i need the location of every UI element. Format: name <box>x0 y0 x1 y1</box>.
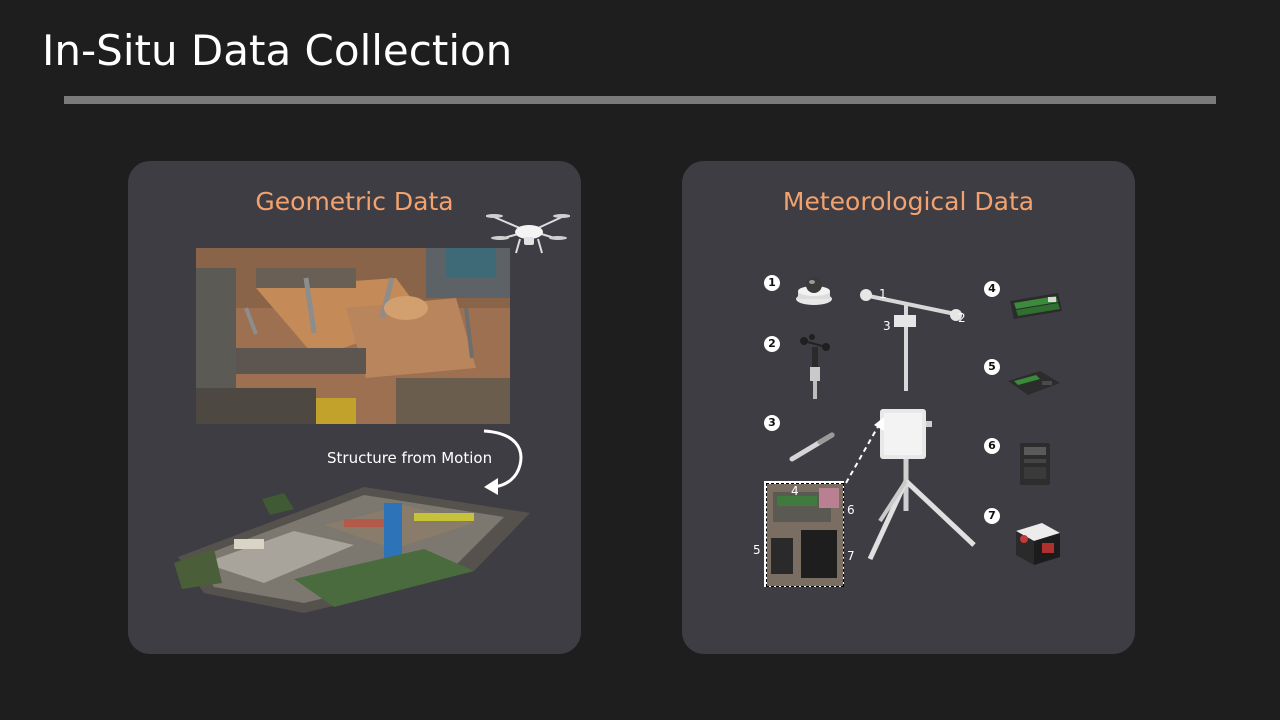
interface-module-icon <box>1008 371 1060 395</box>
structure-from-motion-label: Structure from Motion <box>327 449 493 467</box>
title-divider <box>64 96 1216 104</box>
meteorological-panel-title: Meteorological Data <box>782 187 1035 216</box>
sensor-marker-2: 2 <box>764 336 780 352</box>
slide-title: In-Situ Data Collection <box>42 26 513 75</box>
weather-station-illustration <box>860 289 976 561</box>
enclosure-inset <box>764 481 844 587</box>
pyranometer-icon <box>796 277 832 305</box>
battery-icon <box>1016 523 1060 565</box>
aerial-site-photo <box>196 248 510 424</box>
temperature-probe-icon <box>789 432 835 462</box>
anemometer-icon <box>800 334 830 399</box>
geometric-panel-title: Geometric Data <box>255 187 454 216</box>
drone-icon <box>486 214 570 254</box>
sensor-marker-7: 7 <box>984 508 1000 524</box>
sensor-marker-6: 6 <box>984 438 1000 454</box>
logger-callout-7: 7 <box>847 549 855 563</box>
curved-arrow-icon <box>483 429 523 495</box>
geometric-data-panel: Geometric Data <box>128 161 581 654</box>
sensor-marker-3: 3 <box>764 415 780 431</box>
enclosure-inset-photo <box>766 483 844 587</box>
charge-controller-icon <box>1020 443 1050 485</box>
logger-callout-5: 5 <box>753 543 761 557</box>
station-callout-1: 1 <box>879 287 887 301</box>
sensor-marker-5: 5 <box>984 359 1000 375</box>
meteorological-data-panel: Meteorological Data 1 2 3 4 5 6 7 <box>682 161 1135 654</box>
logger-callout-6: 6 <box>847 503 855 517</box>
station-callout-2: 2 <box>958 311 966 325</box>
dashed-arrow-icon <box>845 417 884 484</box>
sensor-marker-1: 1 <box>764 275 780 291</box>
sensor-marker-4: 4 <box>984 281 1000 297</box>
point-cloud-model <box>174 487 530 613</box>
datalogger-icon <box>1010 293 1062 319</box>
logger-callout-4: 4 <box>791 484 799 498</box>
station-callout-3: 3 <box>883 319 891 333</box>
